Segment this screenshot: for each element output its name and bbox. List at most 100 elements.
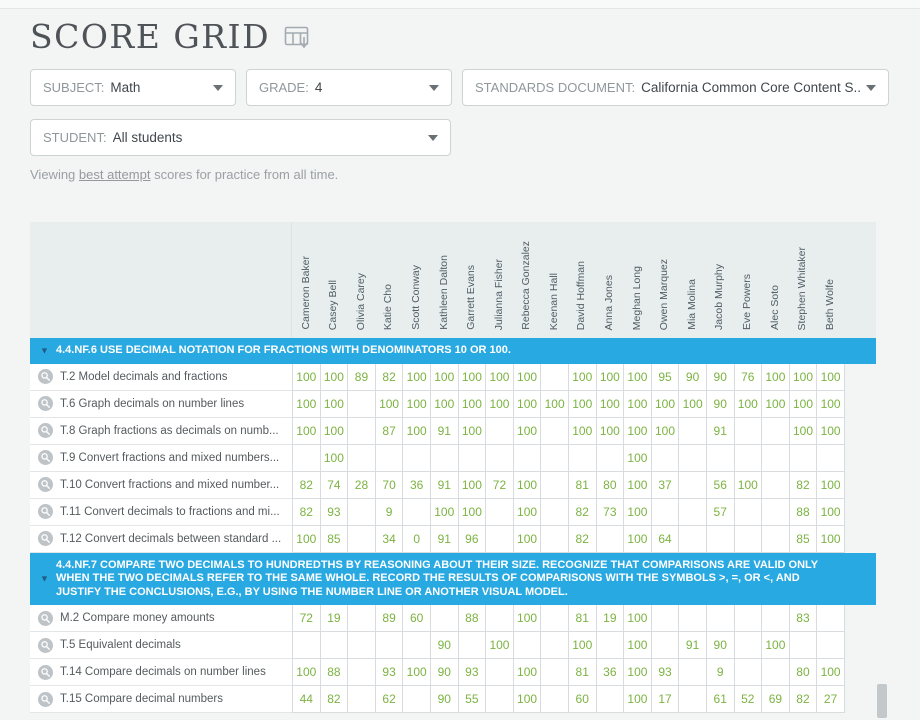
standards-document-dropdown[interactable]: STANDARDS DOCUMENT: California Common Co… [462,69,889,106]
score-cell [817,632,845,659]
skill-row: T.10 Convert fractions and mixed number.… [30,471,845,499]
collapse-caret-icon[interactable]: ▼ [40,573,49,583]
export-grid-icon[interactable] [284,26,311,51]
student-column-header[interactable]: David Hoffman [568,222,596,338]
skill-name[interactable]: T.6 Graph decimals on number lines [60,397,245,410]
score-cell [541,444,569,472]
chevron-down-icon [213,84,223,91]
student-column-header[interactable]: Cameron Baker [292,222,320,338]
score-cell: 100 [789,417,818,445]
score-cell [403,444,431,472]
score-cell [348,390,376,418]
student-column-header[interactable]: Kathleen Dalton [430,222,458,338]
student-column-header[interactable]: Beth Wolfe [816,222,844,338]
score-cell [348,686,376,713]
subject-dropdown[interactable]: SUBJECT: Math [30,69,236,106]
standard-section-header[interactable]: ▼ 4.4.NF.7 COMPARE TWO DECIMALS TO HUNDRE… [30,552,876,605]
score-cell: 72 [293,605,321,632]
skill-preview-icon[interactable] [38,504,53,519]
score-cell: 100 [624,686,652,713]
score-cell [348,498,376,526]
skill-name[interactable]: T.5 Equivalent decimals [60,639,181,651]
skill-name[interactable]: T.12 Convert decimals between standard .… [60,532,282,545]
skill-preview-icon[interactable] [38,396,53,411]
top-bar [0,0,920,9]
collapse-caret-icon[interactable]: ▼ [40,345,49,355]
standard-section-header[interactable]: ▼ 4.4.NF.6 USE DECIMAL NOTATION FOR FRACT… [30,338,876,364]
skill-name[interactable]: T.11 Convert decimals to fractions and m… [60,505,280,518]
skill-preview-icon[interactable] [38,369,53,384]
student-column-header[interactable]: Owen Marquez [651,222,679,338]
score-cell: 72 [486,471,514,499]
score-cell: 100 [679,390,707,418]
student-column-header[interactable]: Mia Molina [678,222,706,338]
score-cell: 100 [624,525,652,553]
skill-label-cell: T.14 Compare decimals on number lines [30,659,292,686]
student-column-header[interactable]: Casey Bell [320,222,348,338]
standard-title: 4.4.NF.7 COMPARE TWO DECIMALS TO HUNDRED… [56,558,818,598]
score-cell [486,525,514,553]
best-attempt-link[interactable]: best attempt [78,167,151,182]
score-cell: 100 [513,659,542,686]
score-cell [762,444,790,472]
score-cell: 88 [320,659,349,686]
score-cell: 36 [596,659,625,686]
student-column-header[interactable]: Jacob Murphy [706,222,734,338]
student-dropdown[interactable]: STUDENT: All students [30,119,451,156]
skill-name[interactable]: T.9 Convert fractions and mixed numbers.… [60,451,280,464]
student-column-header[interactable]: Eve Powers [734,222,762,338]
score-cell: 81 [568,605,597,632]
score-cell [762,471,790,499]
score-cell: 70 [375,471,404,499]
student-header-row: Cameron Baker Casey Bell Olivia Carey Katie… [30,222,876,338]
skill-label-cell: T.10 Convert fractions and mixed number.… [30,472,292,499]
score-cell [541,417,569,445]
student-name: Mia Molina [685,279,698,330]
score-cell [762,525,790,553]
score-cell: 74 [320,471,349,499]
score-cell: 100 [651,417,680,445]
skill-name[interactable]: M.2 Compare money amounts [60,612,215,624]
student-column-header[interactable]: Rebecca Gonzalez [513,222,541,338]
student-column-header[interactable]: Olivia Carey [347,222,375,338]
score-cell: 87 [375,417,404,445]
skill-name[interactable]: T.15 Compare decimal numbers [60,693,223,705]
grade-dropdown[interactable]: GRADE: 4 [246,69,452,106]
student-column-header[interactable]: Alec Soto [761,222,789,338]
score-cell: 56 [706,471,735,499]
score-cell: 100 [624,417,652,445]
student-column-header[interactable]: Julianna Fisher [485,222,513,338]
student-column-header[interactable]: Stephen Whitaker [789,222,817,338]
skill-preview-icon[interactable] [38,664,53,680]
vertical-scrollbar-thumb[interactable] [877,684,887,718]
student-name: Olivia Carey [354,272,367,330]
student-column-header[interactable]: Anna Jones [596,222,624,338]
student-name: Keenan Hall [547,272,560,330]
score-cell [348,659,376,686]
skill-preview-icon[interactable] [38,423,53,438]
score-cell: 100 [458,498,487,526]
skill-preview-icon[interactable] [38,531,53,546]
skill-preview-icon[interactable] [38,610,53,626]
grade-dropdown-label: GRADE: [259,80,309,95]
skill-preview-icon[interactable] [38,691,53,707]
student-column-header[interactable]: Meghan Long [623,222,651,338]
student-column-header[interactable]: Scott Conway [402,222,430,338]
score-cell: 9 [706,659,735,686]
skill-name[interactable]: T.14 Compare decimals on number lines [60,666,266,678]
score-cell: 100 [458,471,487,499]
skill-preview-icon[interactable] [38,450,53,465]
student-column-header[interactable]: Garrett Evans [458,222,486,338]
skill-preview-icon[interactable] [38,637,53,653]
skill-name[interactable]: T.2 Model decimals and fractions [60,370,228,383]
student-column-header[interactable]: Keenan Hall [540,222,568,338]
score-cell [486,498,514,526]
student-column-header[interactable]: Katie Cho [375,222,403,338]
skill-name[interactable]: T.8 Graph fractions as decimals on numb.… [60,424,279,437]
score-cell [679,471,707,499]
skill-name[interactable]: T.10 Convert fractions and mixed number.… [60,478,280,491]
skill-preview-icon[interactable] [38,477,53,492]
score-cell: 82 [293,471,321,499]
chevron-down-icon [866,84,876,91]
score-cell: 100 [293,390,321,418]
